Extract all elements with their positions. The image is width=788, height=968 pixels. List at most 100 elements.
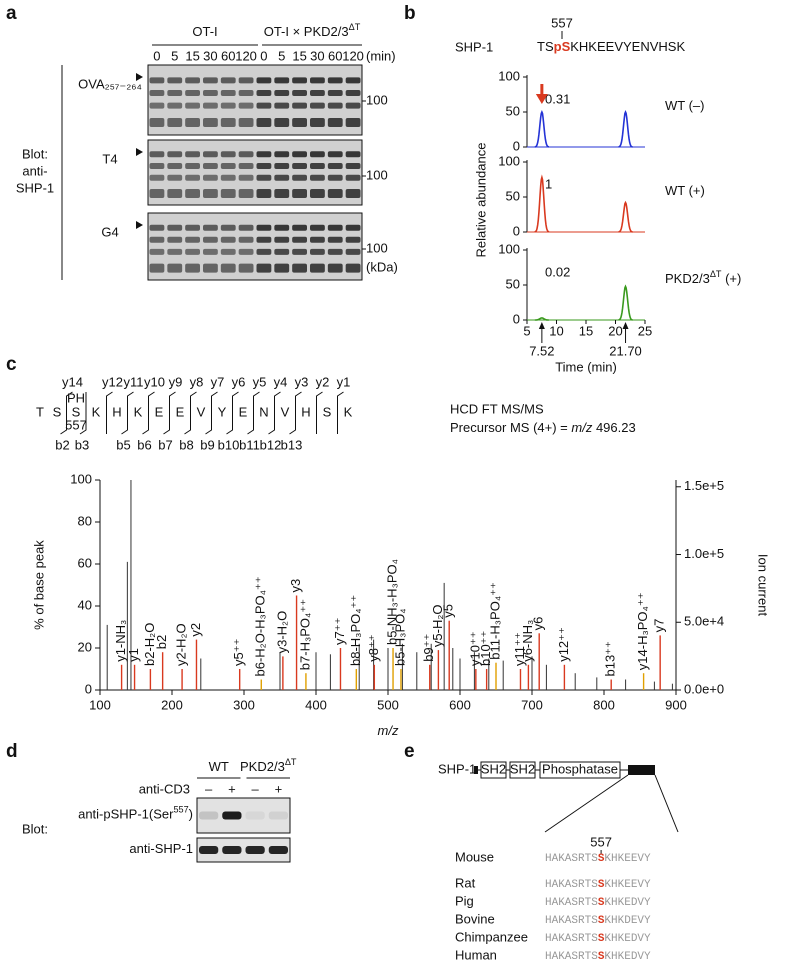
text-run: OT-I [192,24,217,39]
text-run: KHKEDVY [604,951,651,963]
chromatogram-peak [534,109,550,148]
band [274,224,290,231]
band [256,263,272,273]
text-run: KHKEDVY [604,933,651,945]
band [149,118,165,127]
y-ion-label: y7 [211,374,225,389]
text-run: PKD2/3 [240,759,285,774]
band [220,151,236,158]
antibody-label: anti-pSHP-1(Ser557) [78,805,193,822]
y-ion-label: y9 [169,374,183,389]
site-number: 557 [590,834,612,849]
b-ion-label: b10 [218,437,240,452]
band [220,118,236,127]
b-ion-label: b7 [158,437,172,452]
x-tick-label: 300 [233,697,255,712]
x-tick-label: 25 [638,323,652,338]
domain-label: SH2 [510,761,535,776]
text-run: KHKEEVYENVHSK [570,39,685,54]
x-tick-label: 10 [549,323,563,338]
band [220,236,236,243]
band [203,77,218,84]
fragment-bracket [79,392,87,435]
y-ion-label: y1 [337,374,351,389]
b-ion-label: b9 [200,437,214,452]
red-arrowhead [535,94,548,104]
y-ion-label: y12 [102,374,123,389]
fragment-bracket [205,391,218,435]
band [327,77,343,84]
group-label: OT-I [192,24,217,39]
method: HCD FT MS/MS [450,401,544,416]
y-ion-label: y2 [316,374,330,389]
panel-label: e [404,741,415,762]
band [310,248,325,255]
band [310,102,325,109]
band [345,236,361,243]
band [327,236,343,243]
band [256,224,272,231]
y-tick-label: 50 [506,276,520,291]
fragment-bracket [163,391,176,435]
y-tick-label: 100 [498,241,520,256]
text-run: ) [189,807,193,822]
x-axis-label: Time (min) [555,359,617,374]
residue: Y [218,404,227,419]
fragment-bracket [247,391,260,435]
text-run: HAKASRTS [545,951,598,963]
fragment-bracket [142,391,155,435]
panel-label: a [6,3,17,24]
band [220,163,236,169]
band [256,163,272,169]
blot [147,212,363,281]
band [185,189,200,198]
time-label: 5 [171,48,178,63]
species-name: Bovine [455,911,495,926]
trace-label: WT (+) [665,183,705,198]
ion-label: b7-H₃PO₄⁺⁺ [297,599,312,670]
peptide-label: G4 [101,224,118,239]
band [345,118,361,127]
species-name: Chimpanzee [455,929,528,944]
text-run: HAKASRTS [545,897,598,909]
ratio-label: 1 [545,176,552,191]
text-run: HAKASRTS [545,915,598,927]
x-tick-label: 700 [521,697,543,712]
ion-label: y5⁺⁺ [231,639,246,666]
band [292,189,307,198]
domain [539,761,621,779]
group-label: PKD2/3ΔT [240,757,297,774]
band [345,90,361,96]
sequence: HAKASRTSSKHKEDVY [545,897,651,909]
text-run: ΔT [710,269,722,279]
band [149,248,165,255]
ion-label: y5 [441,604,456,618]
blot-label: anti- [22,163,47,178]
band [185,163,200,169]
band [167,189,183,198]
terminus [474,766,478,774]
fragment-bracket [268,391,281,435]
text-run: S [598,853,605,865]
ion-label: y14-H₃PO₄⁺⁺ [635,592,650,670]
band [327,174,343,181]
band [268,811,288,820]
y-ion-label: y11 [124,374,144,389]
text-run: OT-I × PKD2/3 [264,24,349,39]
ion-label: y5-H₂O [430,604,445,647]
site-number: 557 [65,417,87,432]
time-label: 15 [292,48,306,63]
trace-label: PKD2/3ΔT (+) [665,269,741,286]
band [149,263,165,273]
band [268,846,288,854]
ion-label: b11-H₃PO₄⁺⁺ [487,582,502,660]
band [203,263,218,273]
text-run: anti-pSHP-1(Ser [78,807,174,822]
residue: V [281,404,290,419]
band [149,236,165,243]
sign: + [275,781,283,796]
band [310,174,325,181]
band [345,263,361,273]
band [203,224,218,231]
y-ion-label: y6 [232,374,246,389]
